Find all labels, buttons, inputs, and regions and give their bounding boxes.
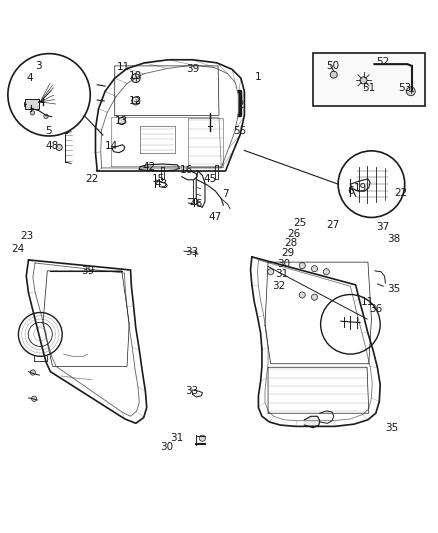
FancyBboxPatch shape <box>25 99 39 109</box>
Text: 55: 55 <box>233 126 247 136</box>
Text: 1: 1 <box>255 72 262 82</box>
Circle shape <box>311 294 318 300</box>
Circle shape <box>299 263 305 269</box>
Text: 48: 48 <box>45 141 58 151</box>
Polygon shape <box>304 416 320 427</box>
Text: 36: 36 <box>369 304 382 314</box>
Circle shape <box>323 269 329 275</box>
Text: 33: 33 <box>185 247 198 257</box>
Text: 2: 2 <box>237 100 244 110</box>
Text: 30: 30 <box>160 442 173 452</box>
Text: 6: 6 <box>347 186 354 196</box>
Text: 11: 11 <box>360 297 374 308</box>
Text: 22: 22 <box>395 188 408 198</box>
Polygon shape <box>139 164 180 171</box>
Text: 25: 25 <box>293 217 306 228</box>
Text: 43: 43 <box>155 179 168 189</box>
Text: 31: 31 <box>170 433 184 443</box>
Text: 5: 5 <box>45 126 52 136</box>
Text: 53: 53 <box>398 83 411 93</box>
Text: 16: 16 <box>180 165 193 175</box>
Text: 35: 35 <box>387 284 400 294</box>
Circle shape <box>56 144 62 150</box>
Circle shape <box>360 77 367 84</box>
Circle shape <box>199 435 205 441</box>
Text: 15: 15 <box>152 174 165 184</box>
Text: 50: 50 <box>326 61 339 71</box>
Text: 22: 22 <box>85 174 99 184</box>
Text: 27: 27 <box>326 220 339 230</box>
Text: 19: 19 <box>353 183 367 192</box>
Circle shape <box>311 265 318 272</box>
Circle shape <box>118 118 125 125</box>
Text: 31: 31 <box>276 269 289 279</box>
Circle shape <box>299 292 305 298</box>
Text: 47: 47 <box>209 213 222 222</box>
Text: 39: 39 <box>81 266 94 276</box>
Circle shape <box>30 110 35 115</box>
Text: 7: 7 <box>222 189 229 199</box>
Text: 39: 39 <box>186 64 199 75</box>
Text: 37: 37 <box>377 222 390 232</box>
Text: 29: 29 <box>281 248 294 259</box>
Text: 30: 30 <box>277 260 290 269</box>
Circle shape <box>32 396 37 401</box>
Text: 38: 38 <box>387 235 400 244</box>
Text: 13: 13 <box>115 116 128 126</box>
Text: 28: 28 <box>285 238 298 248</box>
Text: 52: 52 <box>376 58 389 67</box>
Text: 35: 35 <box>385 423 399 433</box>
FancyBboxPatch shape <box>313 53 425 106</box>
Text: 14: 14 <box>105 141 118 151</box>
Text: 32: 32 <box>272 281 286 291</box>
Circle shape <box>330 71 337 78</box>
Circle shape <box>131 74 140 83</box>
Text: 4: 4 <box>26 73 33 83</box>
Text: 23: 23 <box>21 231 34 241</box>
Circle shape <box>44 114 48 118</box>
Text: 33: 33 <box>185 386 198 397</box>
Circle shape <box>30 370 35 375</box>
Text: 46: 46 <box>190 199 203 209</box>
Circle shape <box>406 87 415 96</box>
Text: 3: 3 <box>35 61 42 71</box>
Text: 51: 51 <box>362 83 375 93</box>
Text: 11: 11 <box>117 62 130 72</box>
Text: 45: 45 <box>204 174 217 184</box>
Text: 10: 10 <box>129 71 142 82</box>
Circle shape <box>268 269 274 275</box>
Text: 12: 12 <box>129 96 142 107</box>
Text: 42: 42 <box>142 161 155 172</box>
Text: 24: 24 <box>11 244 24 254</box>
Text: 26: 26 <box>288 229 301 239</box>
Circle shape <box>132 97 140 105</box>
